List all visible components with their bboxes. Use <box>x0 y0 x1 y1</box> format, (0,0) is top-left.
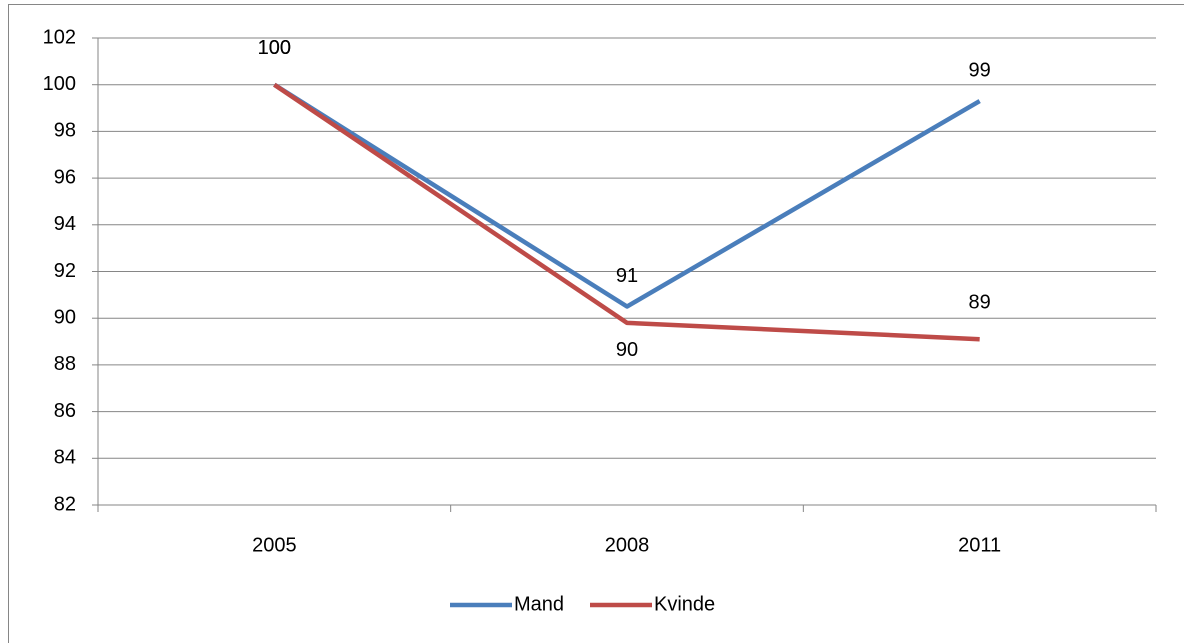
y-tick-label: 82 <box>54 493 76 515</box>
data-label: 90 <box>616 339 638 361</box>
legend-label: Mand <box>514 593 564 615</box>
x-tick-label: 2011 <box>958 534 1001 556</box>
data-label: 91 <box>616 265 638 287</box>
legend-label: Kvinde <box>654 593 715 615</box>
y-tick-label: 86 <box>54 400 76 422</box>
y-tick-label: 96 <box>54 166 76 188</box>
y-tick-label: 94 <box>54 213 76 235</box>
y-tick-label: 90 <box>54 306 76 328</box>
y-tick-label: 88 <box>54 353 76 375</box>
data-label: 89 <box>969 291 991 313</box>
x-tick-label: 2008 <box>605 534 650 556</box>
data-label: 99 <box>969 59 991 81</box>
y-tick-label: 92 <box>54 260 76 282</box>
x-tick-label: 2005 <box>252 534 297 556</box>
data-label: 100 <box>258 37 291 59</box>
y-tick-label: 84 <box>54 447 76 469</box>
y-tick-label: 102 <box>43 26 76 48</box>
series-line <box>273 82 981 309</box>
y-tick-label: 98 <box>54 120 76 142</box>
data-label: 100 <box>258 37 291 59</box>
chart-frame <box>8 4 1184 643</box>
y-tick-label: 100 <box>43 73 76 95</box>
series-line <box>273 82 980 342</box>
